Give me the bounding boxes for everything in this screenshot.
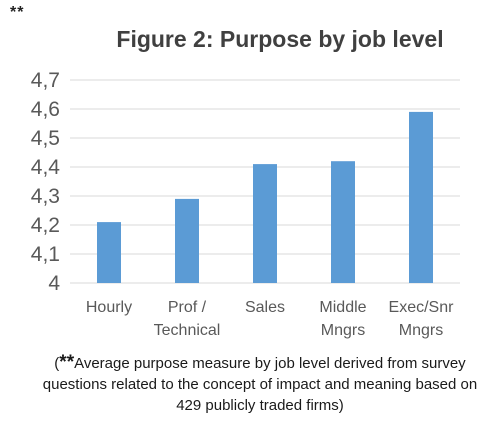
y-tick-label: 4	[48, 272, 60, 295]
bar	[409, 111, 433, 284]
footnote: (**Average purpose measure by job level …	[40, 352, 480, 416]
x-tick-label: Sales	[245, 299, 285, 316]
footnote-open-paren: (	[54, 355, 60, 372]
footnote-text: Average purpose measure by job level der…	[42, 355, 478, 414]
x-tick-label: Prof / Technical	[154, 299, 221, 339]
bar	[97, 222, 121, 283]
bar	[253, 164, 277, 283]
footnote-stars: **	[59, 352, 75, 373]
y-tick-label: 4,7	[31, 69, 60, 92]
y-tick-label: 4,2	[31, 214, 60, 237]
y-tick-label: 4,4	[31, 156, 61, 179]
chart-title: Figure 2: Purpose by job level	[116, 26, 444, 52]
bar-chart: 4 4,1 4,2 4,3 4,4 4,5 4,6 4,7 Hourly Prof / Techni…	[31, 69, 460, 339]
x-tick-label: Exec/Snr Mngrs	[389, 299, 455, 339]
corner-mark: **	[10, 4, 25, 21]
x-tick-label: Hourly	[86, 299, 132, 316]
y-tick-label: 4,3	[31, 185, 60, 208]
bar	[331, 161, 355, 283]
y-tick-label: 4,5	[31, 127, 60, 150]
y-tick-label: 4,1	[31, 243, 60, 266]
bar	[175, 198, 199, 283]
y-tick-label: 4,6	[31, 98, 60, 121]
x-tick-label: Middle Mngrs	[319, 299, 366, 339]
